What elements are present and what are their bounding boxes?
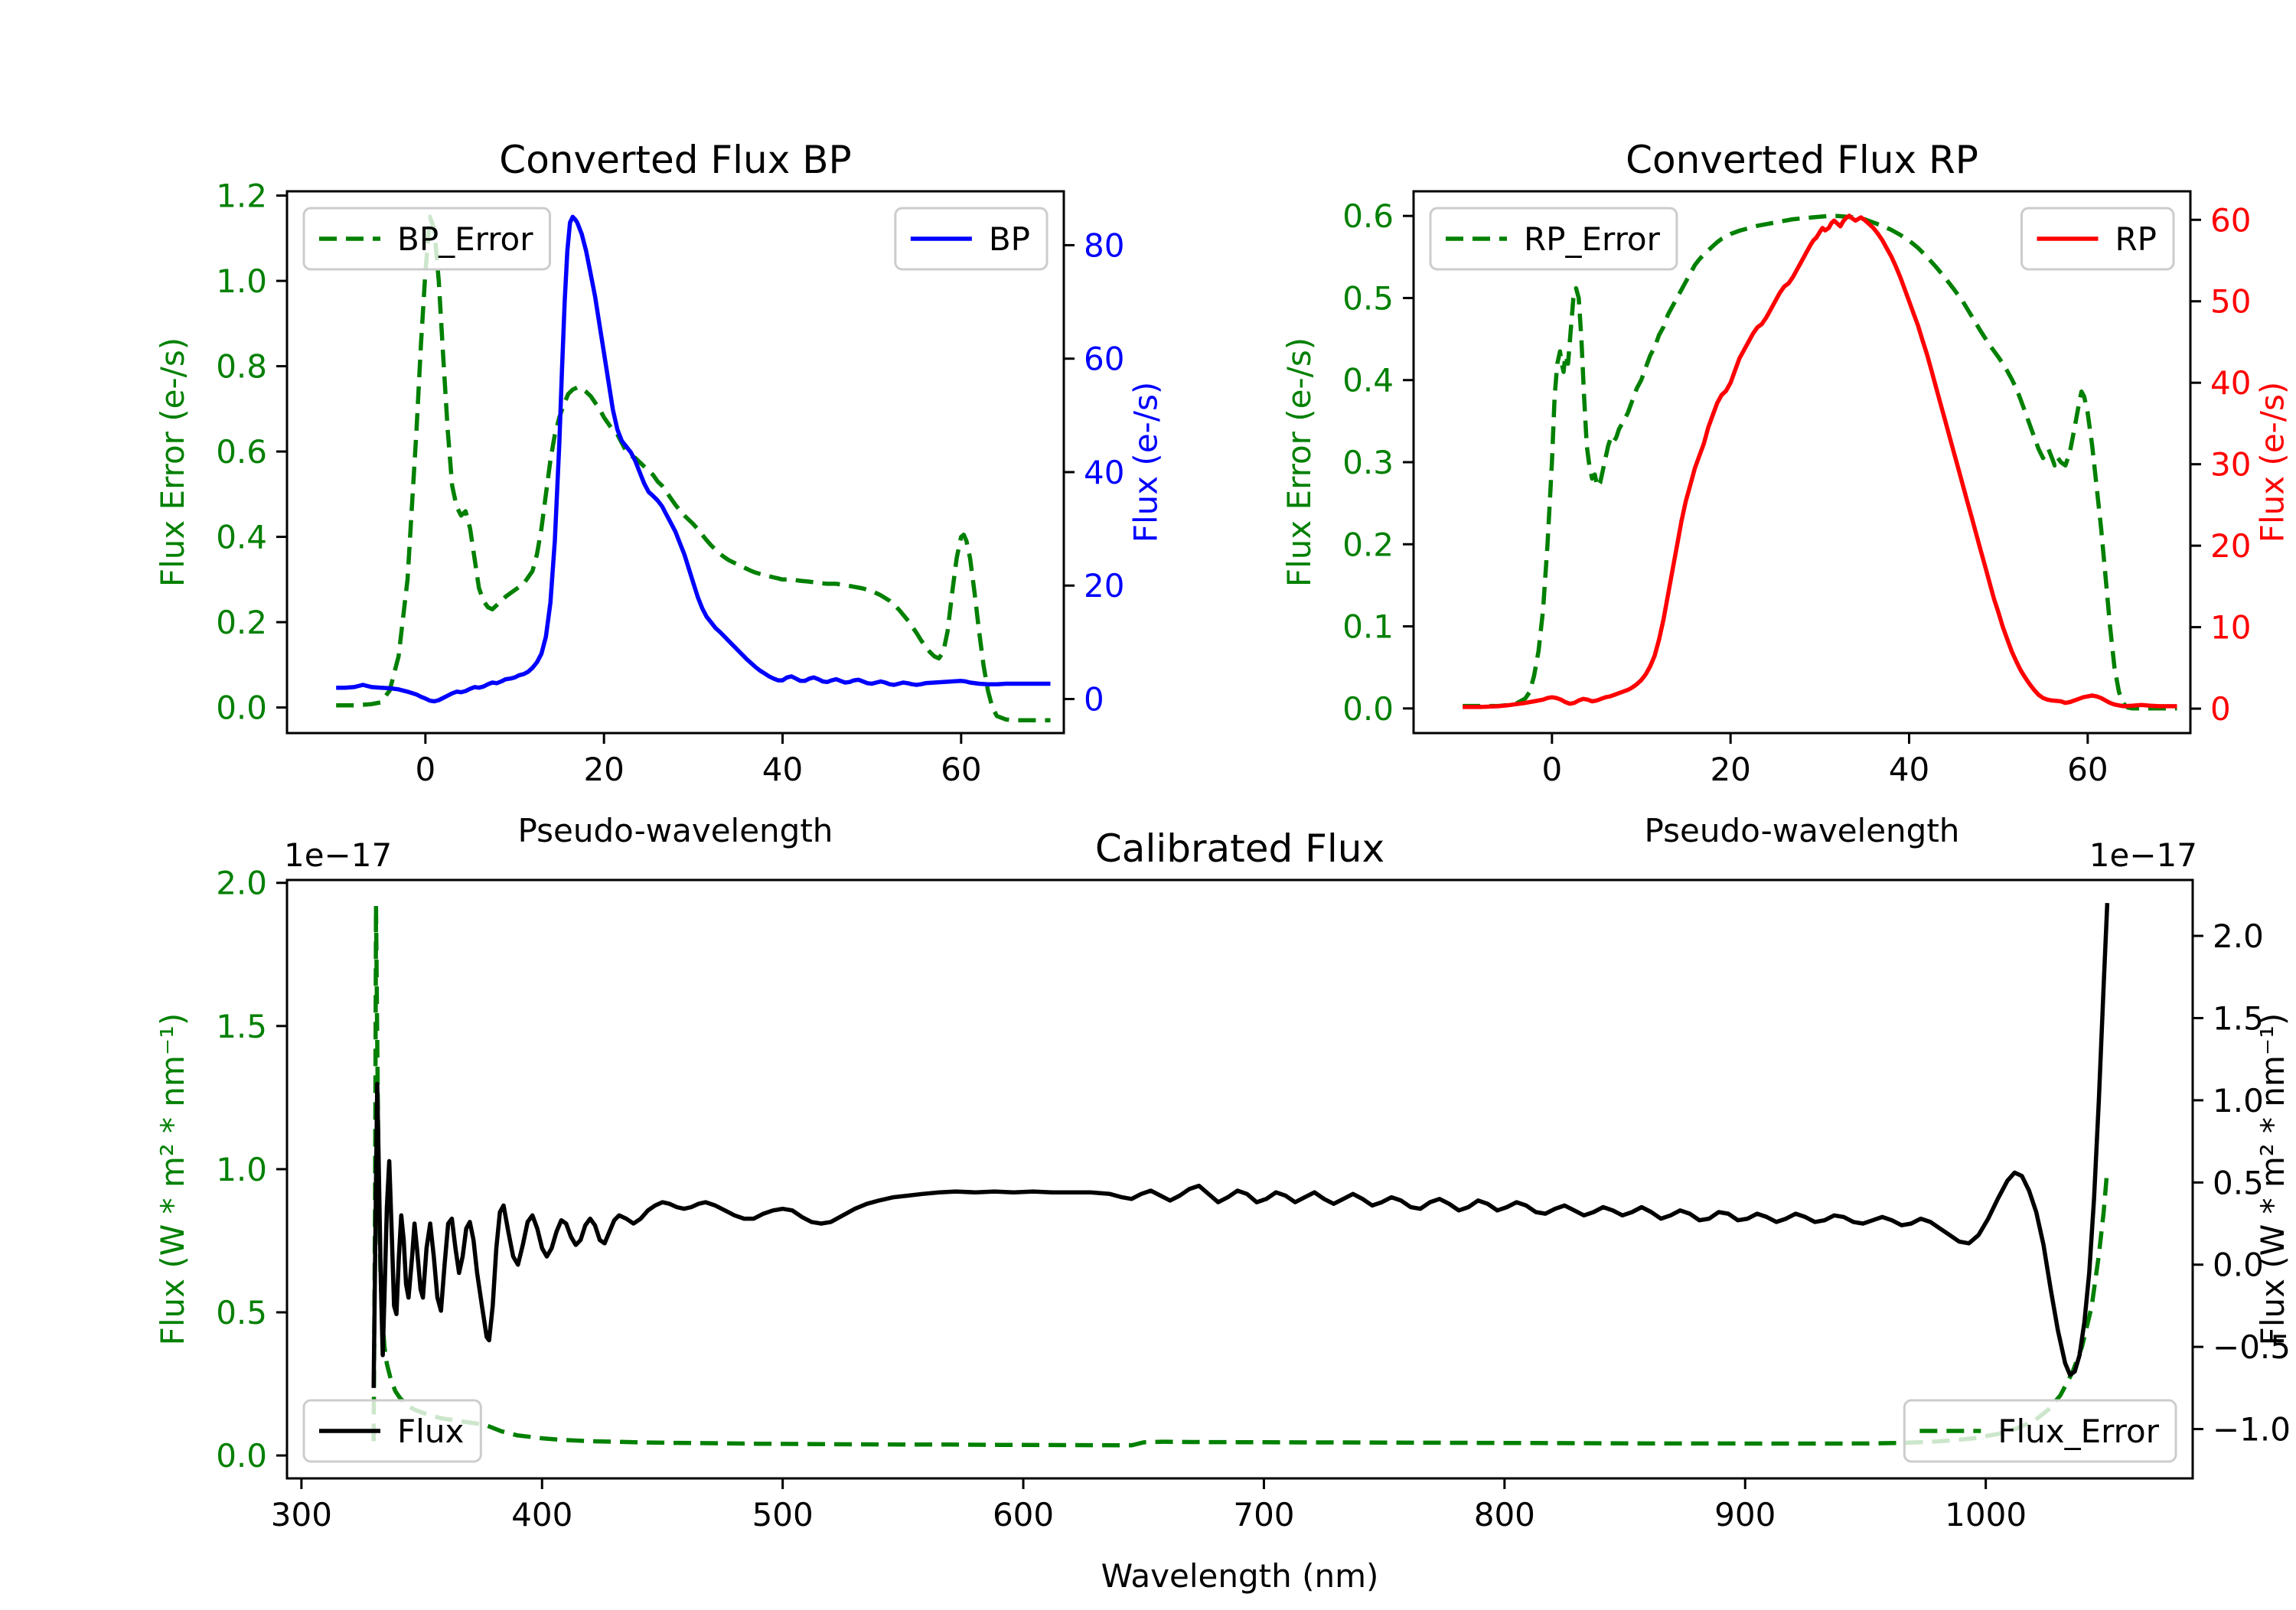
converted-flux-bp-ylabel-left: Flux Error (e-/s) bbox=[154, 337, 191, 587]
y-left-tick-label: 0.4 bbox=[1342, 362, 1394, 399]
x-tick-label: 300 bbox=[271, 1496, 332, 1533]
legend-BP: BP bbox=[894, 207, 1049, 271]
y-right-tick-label: 40 bbox=[1084, 454, 1124, 491]
y-right-tick-label: 60 bbox=[2210, 201, 2251, 239]
calibrated-flux-xlabel: Wavelength (nm) bbox=[1101, 1557, 1379, 1595]
x-tick-label: 60 bbox=[2067, 751, 2108, 788]
x-tick-label: 700 bbox=[1233, 1496, 1294, 1533]
legend-Flux_Error: Flux_Error bbox=[1903, 1399, 2177, 1463]
converted-flux-bp-xlabel: Pseudo-wavelength bbox=[518, 812, 833, 849]
chart-converted-flux-rp: Converted Flux RP 0 20 40 60 Pseudo-wavelengt… bbox=[1280, 138, 2291, 849]
legend-RP_Error: RP_Error bbox=[1429, 207, 1678, 271]
legend-label: Flux_Error bbox=[1998, 1413, 2159, 1450]
legend-label: RP bbox=[2115, 220, 2157, 258]
y-left-tick-label: 0.5 bbox=[1342, 279, 1394, 317]
y-left-tick-label: 1.2 bbox=[216, 178, 267, 215]
converted-flux-bp-ylabel-right: Flux (e-/s) bbox=[1127, 382, 1164, 543]
y-left-tick-label: 0.0 bbox=[216, 1437, 267, 1475]
y-right-tick-label: 30 bbox=[2210, 446, 2251, 484]
converted-flux-rp-ylabel-left: Flux Error (e-/s) bbox=[1280, 337, 1318, 587]
y-right-tick-label: 1.0 bbox=[2213, 1082, 2264, 1120]
y-left-tick-label: 0.5 bbox=[216, 1294, 267, 1331]
y-left-tick-label: 0.4 bbox=[216, 519, 267, 556]
x-tick-label: 20 bbox=[583, 751, 624, 788]
y-left-tick-label: 1.0 bbox=[216, 262, 267, 300]
y-left-tick-label: 0.6 bbox=[1342, 197, 1394, 235]
x-tick-label: 500 bbox=[752, 1496, 814, 1533]
y-left-tick-label: 0.0 bbox=[216, 689, 267, 727]
series-Flux bbox=[371, 902, 2110, 1388]
y-right-tick-label: 80 bbox=[1084, 227, 1124, 264]
y-right-tick-label: 2.0 bbox=[2213, 917, 2264, 955]
y-left-tick-label: 0.1 bbox=[1342, 608, 1394, 646]
y-left-tick-label: 0.3 bbox=[1342, 444, 1394, 481]
series-BP bbox=[336, 214, 1051, 704]
series-BP_Error bbox=[336, 214, 1051, 723]
legend-BP_Error: BP_Error bbox=[302, 207, 552, 271]
legend-label: BP bbox=[989, 220, 1030, 258]
y-right-tick-label: −0.5 bbox=[2213, 1328, 2291, 1366]
legend-label: Flux bbox=[397, 1413, 464, 1450]
series-RP_Error bbox=[1463, 213, 2177, 711]
converted-flux-rp-ylabel-right: Flux (e-/s) bbox=[2253, 382, 2291, 543]
y-left-tick-label: 0.6 bbox=[216, 433, 267, 471]
y-left-tick-label: 1.0 bbox=[216, 1151, 267, 1188]
y-right-tick-label: 0.5 bbox=[2213, 1164, 2264, 1201]
y-right-tick-label: 0 bbox=[2210, 690, 2231, 728]
x-tick-label: 900 bbox=[1714, 1496, 1776, 1533]
legend-RP: RP bbox=[2020, 207, 2175, 271]
y-right-tick-label: 0 bbox=[1084, 681, 1104, 719]
series-Flux_Error bbox=[371, 903, 2110, 1448]
y-left-tick-label: 1.5 bbox=[216, 1008, 267, 1045]
x-tick-label: 0 bbox=[415, 751, 435, 788]
y-left-tick-label: 2.0 bbox=[216, 865, 267, 902]
x-tick-label: 800 bbox=[1474, 1496, 1535, 1533]
legend-label: RP_Error bbox=[1524, 220, 1661, 258]
y-left-tick-label: 0.8 bbox=[216, 348, 267, 386]
legend-box bbox=[1429, 207, 1678, 271]
y-right-tick-label: 50 bbox=[2210, 283, 2251, 321]
converted-flux-rp-xlabel: Pseudo-wavelength bbox=[1645, 812, 1960, 849]
converted-flux-rp-title: Converted Flux RP bbox=[1626, 138, 1978, 182]
converted-flux-bp-title: Converted Flux BP bbox=[499, 138, 851, 182]
legend-box bbox=[1903, 1399, 2177, 1463]
chart-converted-flux-bp: Converted Flux BP 0 20 40 60 Pseudo-wavelengt… bbox=[154, 138, 1164, 849]
x-tick-label: 60 bbox=[941, 751, 981, 788]
y-right-tick-label: −1.0 bbox=[2213, 1411, 2291, 1449]
y-right-tick-label: 60 bbox=[1084, 341, 1124, 378]
x-tick-label: 1000 bbox=[1945, 1496, 2027, 1533]
x-tick-label: 40 bbox=[1889, 751, 1929, 788]
legend-box bbox=[302, 207, 552, 271]
calibrated-flux-title: Calibrated Flux bbox=[1095, 826, 1384, 871]
y-left-tick-label: 0.2 bbox=[1342, 526, 1394, 563]
y-left-tick-label: 0.2 bbox=[216, 604, 267, 641]
axes-frame bbox=[1412, 190, 2192, 735]
series-RP bbox=[1463, 213, 2177, 709]
y-right-tick-label: 1.5 bbox=[2213, 999, 2264, 1037]
y-right-tick-label: 20 bbox=[1084, 567, 1124, 605]
calibrated-flux-offset-right: 1e−17 bbox=[2089, 836, 2197, 874]
x-tick-label: 0 bbox=[1541, 751, 1562, 788]
x-tick-label: 400 bbox=[511, 1496, 572, 1533]
axes-frame bbox=[285, 190, 1065, 735]
y-right-tick-label: 40 bbox=[2210, 364, 2251, 402]
axes-frame bbox=[285, 878, 2194, 1480]
calibrated-flux-ylabel-right: Flux (W * m² * nm⁻¹) bbox=[2254, 1013, 2291, 1346]
legend-Flux: Flux bbox=[302, 1399, 482, 1463]
legend-label: BP_Error bbox=[397, 220, 533, 258]
x-tick-label: 20 bbox=[1710, 751, 1750, 788]
y-right-tick-label: 0.0 bbox=[2213, 1247, 2264, 1284]
y-left-tick-label: 0.0 bbox=[1342, 690, 1394, 728]
chart-calibrated-flux: Calibrated Flux 300 400 500 600 700 800 900 1000… bbox=[154, 826, 2291, 1595]
calibrated-flux-offset-left: 1e−17 bbox=[284, 836, 392, 874]
legend-box bbox=[302, 1399, 482, 1463]
x-tick-label: 600 bbox=[993, 1496, 1054, 1533]
y-right-tick-label: 10 bbox=[2210, 609, 2251, 647]
y-right-tick-label: 20 bbox=[2210, 527, 2251, 565]
calibrated-flux-ylabel-left: Flux (W * m² * nm⁻¹) bbox=[154, 1013, 191, 1346]
x-tick-label: 40 bbox=[762, 751, 803, 788]
